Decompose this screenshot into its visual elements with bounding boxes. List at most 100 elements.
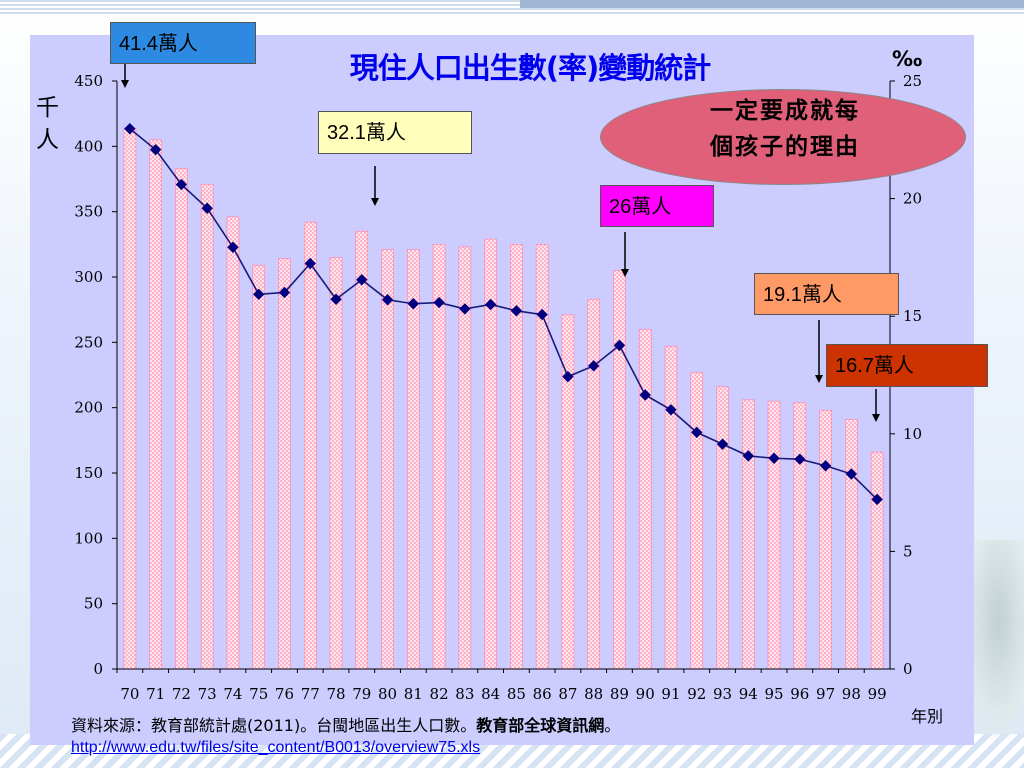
x-tick-86: 86 bbox=[533, 685, 552, 703]
callout-167k: 16.7萬人 bbox=[826, 344, 988, 387]
rate-marker-76 bbox=[278, 286, 291, 299]
y-left-tick-100: 100 bbox=[74, 529, 103, 547]
x-tick-77: 77 bbox=[301, 685, 320, 703]
y-right-tick-0: 0 bbox=[903, 660, 913, 678]
rate-marker-70 bbox=[124, 123, 136, 135]
arrow-414k-head bbox=[121, 80, 129, 88]
source-prefix: 資料來源：教育部統計處(2011)。台閩地區出生人口數。 bbox=[71, 716, 477, 735]
x-tick-85: 85 bbox=[507, 685, 526, 703]
x-tick-80: 80 bbox=[378, 685, 397, 703]
slogan-ellipse bbox=[600, 89, 966, 185]
rate-marker-77 bbox=[304, 257, 316, 270]
rate-marker-86 bbox=[536, 308, 548, 321]
y-left-tick-400: 400 bbox=[74, 137, 103, 155]
y-right-tick-15: 15 bbox=[903, 307, 922, 325]
x-tick-89: 89 bbox=[610, 685, 629, 703]
rate-marker-99 bbox=[871, 493, 883, 506]
bar-77 bbox=[303, 221, 317, 670]
x-tick-96: 96 bbox=[790, 685, 809, 703]
bar-92 bbox=[690, 372, 704, 670]
rate-marker-96 bbox=[794, 453, 806, 465]
y-left-tick-0: 0 bbox=[93, 660, 103, 678]
y-left-tick-300: 300 bbox=[74, 268, 103, 286]
x-tick-71: 71 bbox=[146, 685, 165, 703]
source-bold: 教育部全球資訊網 bbox=[476, 716, 605, 735]
y-axis-right-label: ‰ bbox=[892, 47, 923, 71]
arrow-167k-head bbox=[872, 414, 880, 422]
rate-marker-95 bbox=[768, 452, 780, 464]
y-right-tick-10: 10 bbox=[903, 425, 922, 443]
y-right-tick-5: 5 bbox=[903, 542, 913, 560]
arrow-group bbox=[121, 64, 880, 422]
rate-marker-80 bbox=[381, 294, 394, 306]
bar-88 bbox=[587, 298, 600, 670]
bar-72 bbox=[175, 168, 188, 670]
bar-73 bbox=[200, 183, 214, 670]
x-tick-70: 70 bbox=[120, 685, 139, 703]
y-left-tick-50: 50 bbox=[84, 595, 103, 613]
bar-78 bbox=[329, 257, 343, 670]
x-tick-82: 82 bbox=[430, 685, 449, 703]
bar-group bbox=[123, 127, 884, 670]
x-tick-94: 94 bbox=[739, 685, 758, 703]
x-tick-74: 74 bbox=[223, 685, 242, 703]
y-axis-left-label: 千人 bbox=[36, 95, 59, 153]
x-tick-73: 73 bbox=[198, 685, 217, 703]
bar-80 bbox=[381, 249, 394, 670]
x-tick-79: 79 bbox=[352, 685, 371, 703]
y-right-tick-25: 25 bbox=[903, 72, 922, 90]
callout-191k: 19.1萬人 bbox=[754, 273, 899, 315]
bar-93 bbox=[716, 386, 729, 670]
x-tick-75: 75 bbox=[249, 685, 268, 703]
rate-marker-81 bbox=[407, 298, 420, 310]
slogan-line-1: 一定要成就每 bbox=[710, 97, 860, 124]
rate-marker-87 bbox=[562, 370, 574, 383]
x-tick-92: 92 bbox=[687, 685, 706, 703]
arrow-321k-head bbox=[371, 198, 379, 206]
rate-marker-83 bbox=[459, 303, 471, 315]
x-tick-99: 99 bbox=[868, 685, 887, 703]
x-axis-label: 年別 bbox=[911, 707, 944, 726]
y-left-tick-250: 250 bbox=[74, 333, 103, 351]
chart-title: 現住人口出生數(率)變動統計 bbox=[349, 51, 712, 85]
bar-76 bbox=[278, 258, 291, 670]
source-citation: 資料來源：教育部統計處(2011)。台閩地區出生人口數。教育部全球資訊網。 bbox=[71, 712, 620, 736]
x-tick-98: 98 bbox=[842, 685, 861, 703]
line-group bbox=[124, 123, 883, 506]
slogan-line-2: 個孩子的理由 bbox=[710, 133, 860, 160]
rate-marker-92 bbox=[691, 426, 703, 439]
rate-marker-72 bbox=[175, 178, 188, 191]
arrow-260k-head bbox=[621, 269, 629, 277]
x-tick-72: 72 bbox=[172, 685, 191, 703]
bar-71 bbox=[149, 139, 162, 670]
y-left-tick-150: 150 bbox=[74, 464, 103, 482]
y-left-tick-450: 450 bbox=[74, 72, 103, 90]
rate-marker-94 bbox=[742, 450, 754, 462]
bar-97 bbox=[819, 409, 832, 670]
callout-321k: 32.1萬人 bbox=[318, 111, 472, 154]
rate-marker-98 bbox=[845, 468, 858, 480]
source-link[interactable]: http://www.edu.tw/files/site_content/B00… bbox=[71, 739, 481, 756]
x-tick-84: 84 bbox=[481, 685, 500, 703]
bar-98 bbox=[845, 419, 858, 670]
rate-marker-85 bbox=[510, 305, 523, 317]
arrow-191k-head bbox=[815, 375, 823, 383]
bar-81 bbox=[407, 249, 420, 670]
bar-96 bbox=[793, 402, 807, 670]
x-tick-81: 81 bbox=[404, 685, 423, 703]
x-tick-93: 93 bbox=[713, 685, 732, 703]
x-tick-95: 95 bbox=[765, 685, 784, 703]
rate-marker-93 bbox=[716, 438, 729, 450]
bar-75 bbox=[252, 264, 266, 670]
rate-marker-89 bbox=[613, 339, 626, 352]
rate-marker-84 bbox=[484, 298, 497, 311]
x-tick-91: 91 bbox=[661, 685, 680, 703]
bar-90 bbox=[638, 328, 652, 670]
bar-86 bbox=[535, 244, 549, 670]
y-right-tick-20: 20 bbox=[903, 190, 922, 208]
bar-95 bbox=[767, 400, 781, 670]
bar-99 bbox=[870, 451, 884, 670]
x-tick-90: 90 bbox=[636, 685, 655, 703]
rate-marker-75 bbox=[253, 288, 265, 301]
